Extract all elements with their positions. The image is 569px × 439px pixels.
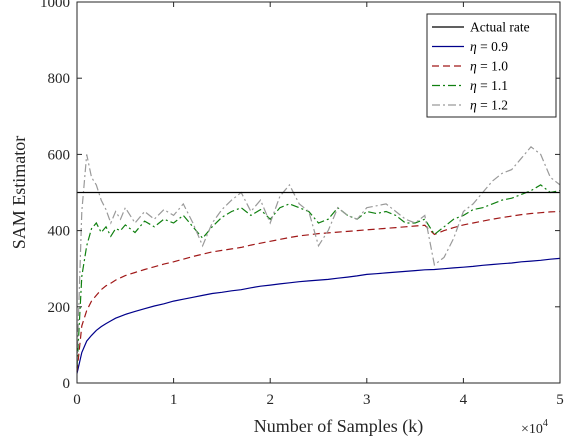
legend-label-1: η = 0.9 bbox=[470, 39, 508, 54]
x-axis-multiplier: ×104 bbox=[521, 418, 548, 437]
tick-layer: 0 1 2 3 4 5 0 200 400 600 800 1000 bbox=[40, 0, 564, 408]
x-tick-label: 0 bbox=[73, 392, 81, 408]
y-axis-label: SAM Estimator bbox=[9, 136, 29, 250]
legend-label-0: Actual rate bbox=[470, 20, 530, 35]
x-tick-label: 4 bbox=[460, 392, 468, 408]
series-layer bbox=[76, 145, 561, 374]
series-line-1 bbox=[76, 257, 561, 374]
plot-frame bbox=[76, 1, 561, 384]
x-axis-label: Number of Samples (k) bbox=[254, 416, 423, 437]
x-tick-label: 2 bbox=[266, 392, 274, 408]
series-line-3 bbox=[76, 184, 561, 368]
y-tick-label: 0 bbox=[63, 376, 71, 392]
legend-label-2: η = 1.0 bbox=[470, 59, 508, 74]
legend-label-4: η = 1.2 bbox=[470, 98, 508, 113]
y-tick-label: 600 bbox=[48, 147, 71, 163]
y-tick-label: 800 bbox=[48, 71, 71, 87]
x-tick-label: 5 bbox=[556, 392, 564, 408]
y-tick-label: 1000 bbox=[40, 0, 70, 11]
y-tick-label: 400 bbox=[48, 224, 71, 240]
legend: Actual rate η = 0.9 η = 1.0 η = 1.1 η = 1.2 bbox=[426, 13, 557, 118]
series-line-2 bbox=[76, 210, 561, 372]
x-axis-multiplier-base: ×10 bbox=[521, 422, 543, 437]
series-line-4 bbox=[76, 145, 561, 364]
legend-label-3: η = 1.1 bbox=[470, 78, 508, 93]
x-tick-label: 3 bbox=[363, 392, 371, 408]
x-axis-multiplier-exponent: 4 bbox=[543, 418, 548, 429]
y-tick-label: 200 bbox=[48, 300, 71, 316]
x-tick-label: 1 bbox=[170, 392, 178, 408]
